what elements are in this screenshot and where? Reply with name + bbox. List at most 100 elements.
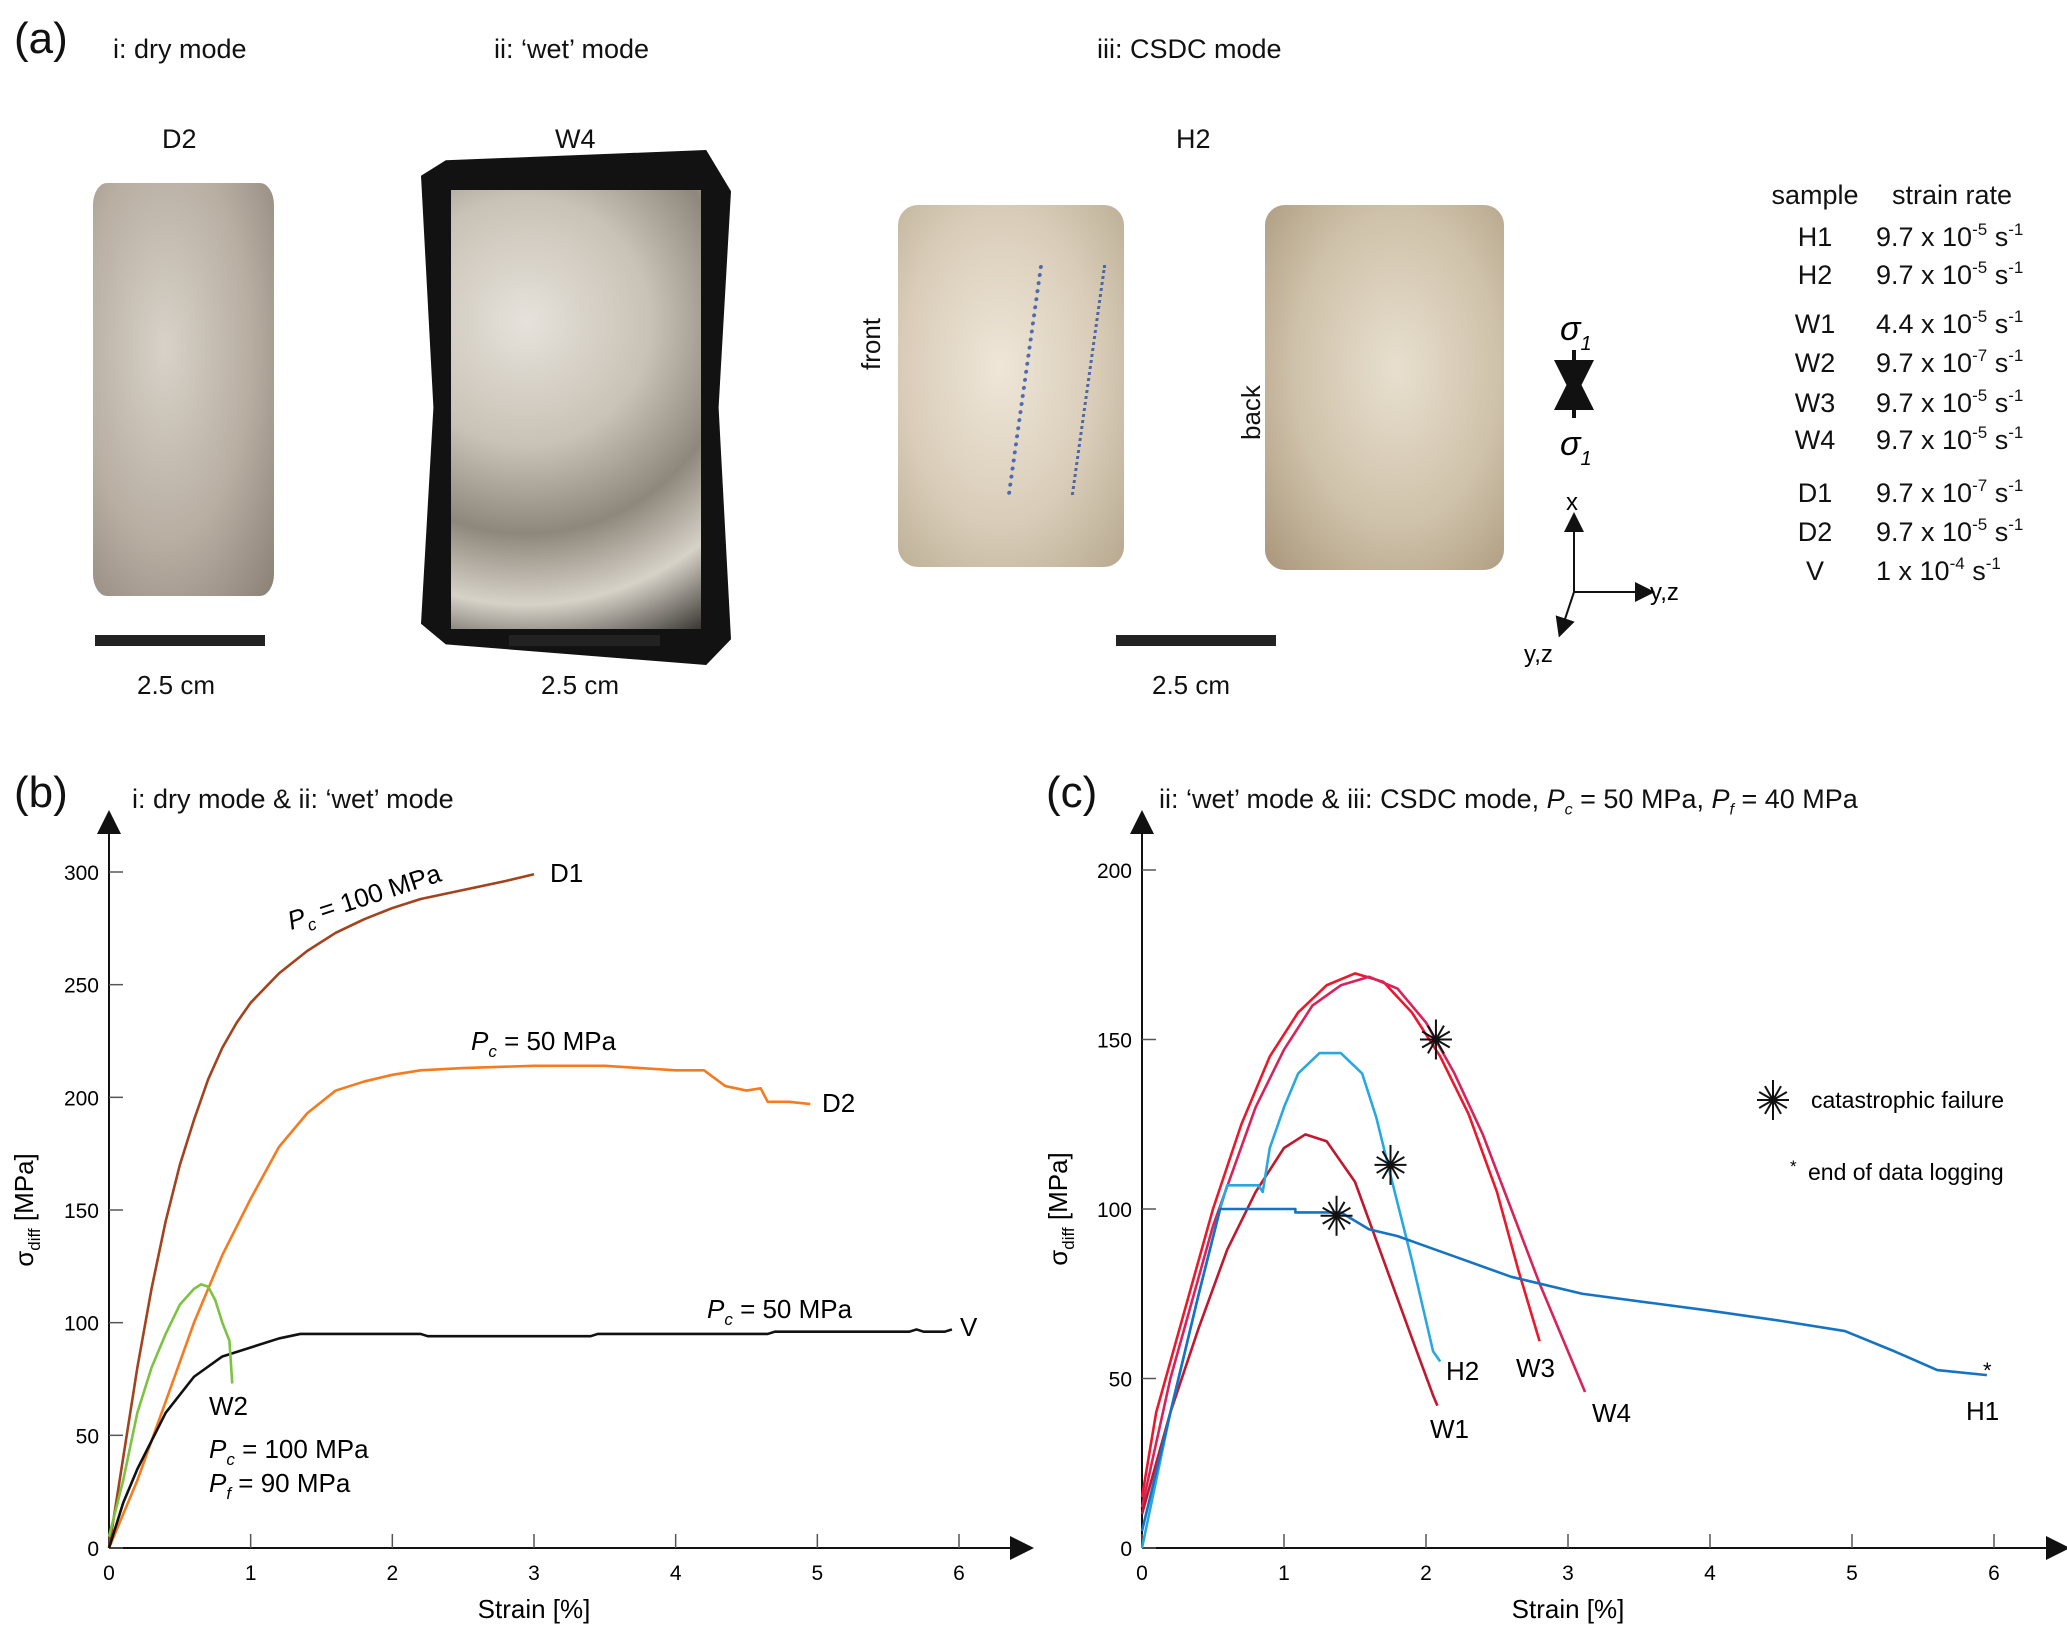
legend-end-mark: *: [1790, 1157, 1797, 1176]
series-label-w3: W3: [1516, 1353, 1555, 1383]
scale-bar-d2: [95, 635, 265, 646]
mode-label-csdc: iii: CSDC mode: [1097, 34, 1282, 64]
panel-a-letter: (a): [14, 14, 68, 63]
x-tick-label: 4: [670, 1562, 682, 1585]
scale-bar-w4: [509, 635, 660, 646]
y-tick-label: 50: [1109, 1369, 1132, 1392]
sample-label-w4: W4: [555, 124, 596, 154]
x-tick-label: 6: [1988, 1562, 2000, 1585]
sample-id: H2: [1797, 260, 1833, 290]
strain-rate-value: 9.7 x 10-5 s-1: [1876, 220, 2024, 252]
scale-label-w4: 2.5 cm: [541, 670, 620, 700]
sample-label-d2: D2: [162, 124, 197, 154]
panel-c-title: ii: ‘wet’ mode & iii: CSDC mode, Pc = 50…: [1159, 784, 1858, 819]
x-axis-title: Strain [%]: [478, 1594, 591, 1624]
sample-id: V: [1805, 556, 1824, 586]
sample-photo-w4: [421, 150, 731, 665]
sample-photo-d2: [93, 183, 274, 596]
series-line-w3: [1140, 972, 1541, 1498]
sample-id: H1: [1797, 222, 1833, 252]
strain-rate-value: 9.7 x 10-5 s-1: [1876, 258, 2024, 290]
series-label-v: V: [960, 1312, 978, 1342]
strain-rate-value: 9.7 x 10-5 s-1: [1876, 515, 2024, 547]
series-label-d2: D2: [822, 1088, 855, 1118]
y-tick-label: 100: [64, 1313, 99, 1336]
panel-b-letter: (b): [14, 768, 68, 817]
legend-failure-label: catastrophic failure: [1811, 1087, 2004, 1113]
x-tick-label: 1: [245, 1562, 257, 1585]
annotation-v-pc: Pc = 50 MPa: [707, 1294, 853, 1329]
strain-rate-value: 9.7 x 10-5 s-1: [1876, 386, 2024, 418]
failure-star-icon: [1374, 1144, 1407, 1185]
y-tick-label: 300: [64, 862, 99, 885]
y-tick-label: 150: [1097, 1030, 1132, 1053]
sample-id: W2: [1794, 348, 1836, 378]
strain-rate-value: 1 x 10-4 s-1: [1876, 554, 2001, 586]
axis-x-label: x: [1566, 489, 1578, 516]
series-line-d1: [107, 872, 535, 1549]
x-tick-label: 4: [1704, 1562, 1716, 1585]
y-tick-label: 0: [1120, 1538, 1132, 1561]
series-label-h1: H1: [1966, 1396, 1999, 1426]
mode-label-wet: ii: ‘wet’ mode: [494, 34, 650, 64]
y-tick-label: 200: [64, 1087, 99, 1110]
series-label-d1: D1: [550, 858, 583, 888]
x-tick-label: 6: [953, 1562, 965, 1585]
y-tick-label: 200: [1097, 860, 1132, 883]
x-tick-label: 0: [1136, 1562, 1148, 1585]
strain-rate-value: 9.7 x 10-5 s-1: [1876, 423, 2024, 455]
failure-star-icon: [1320, 1195, 1353, 1236]
sample-id: W3: [1794, 388, 1836, 418]
x-tick-label: 1: [1278, 1562, 1290, 1585]
axis-yz-diag-label: y,z: [1524, 641, 1553, 668]
series-label-w2: W2: [209, 1391, 248, 1421]
sample-id: W4: [1794, 425, 1836, 455]
series-label-w1: W1: [1430, 1414, 1469, 1444]
sample-id: W1: [1794, 309, 1836, 339]
y-axis-title: σdiff [MPa]: [1043, 1152, 1078, 1266]
y-tick-label: 250: [64, 975, 99, 998]
series-line-w1: [1140, 1133, 1439, 1515]
y-tick-label: 50: [76, 1425, 99, 1448]
sample-photo-h2-back: [1265, 205, 1504, 570]
scale-label-d2: 2.5 cm: [137, 670, 216, 700]
series-line-w4: [1140, 975, 1587, 1508]
x-tick-label: 3: [1562, 1562, 1574, 1585]
x-axis-title: Strain [%]: [1512, 1594, 1625, 1624]
legend: catastrophic failure * end of data loggi…: [1757, 1080, 2004, 1185]
sigma1-bottom-label: σ1: [1560, 425, 1592, 470]
sample-id: D1: [1797, 478, 1833, 508]
x-tick-label: 0: [103, 1562, 115, 1585]
sample-label-h2: H2: [1176, 124, 1211, 154]
annotation-w2-pc: Pc = 100 MPa: [209, 1434, 369, 1469]
sample-photo-h2-front: [898, 205, 1124, 567]
scale-label-h2: 2.5 cm: [1152, 670, 1231, 700]
header-sample: sample: [1771, 180, 1859, 210]
stress-axes-diagram: σ1 σ1 x y,z y,z: [1524, 310, 1679, 668]
axis-yz-right-label: y,z: [1650, 579, 1679, 606]
axis-yz-diag-arrow: [1555, 591, 1575, 638]
end-of-logging-mark: *: [1983, 1358, 1992, 1383]
panel-c-letter: (c): [1046, 768, 1098, 817]
sample-id: D2: [1797, 517, 1833, 547]
chart-b: 0 1 2 3 4 5 6 0 50 100 150 200 250 300 Strain [%] σdiff…: [9, 810, 1034, 1624]
strain-rate-value: 9.7 x 10-7 s-1: [1876, 476, 2024, 508]
series-line-h1: [1140, 1207, 1988, 1532]
header-strain-rate: strain rate: [1892, 180, 2013, 210]
strain-rate-value: 4.4 x 10-5 s-1: [1876, 307, 2024, 339]
series-label-h2: H2: [1446, 1356, 1479, 1386]
failure-star-icon: [1757, 1080, 1789, 1120]
x-tick-label: 5: [811, 1562, 823, 1585]
legend-star: [1757, 1080, 1789, 1120]
failure-star-icon: [1419, 1019, 1452, 1060]
y-tick-label: 0: [87, 1538, 99, 1561]
x-tick-label: 2: [386, 1562, 398, 1585]
series-line-d2: [107, 1064, 811, 1549]
mode-label-dry: i: dry mode: [113, 34, 247, 64]
scale-bar-h2: [1116, 635, 1276, 646]
y-tick-label: 150: [64, 1200, 99, 1223]
x-tick-label: 2: [1420, 1562, 1432, 1585]
chart-c: 0 1 2 3 4 5 6 0 50 100 150 200 Strain [%] σdiff [MPa]: [1043, 810, 2067, 1624]
strain-rate-value: 9.7 x 10-7 s-1: [1876, 346, 2024, 378]
